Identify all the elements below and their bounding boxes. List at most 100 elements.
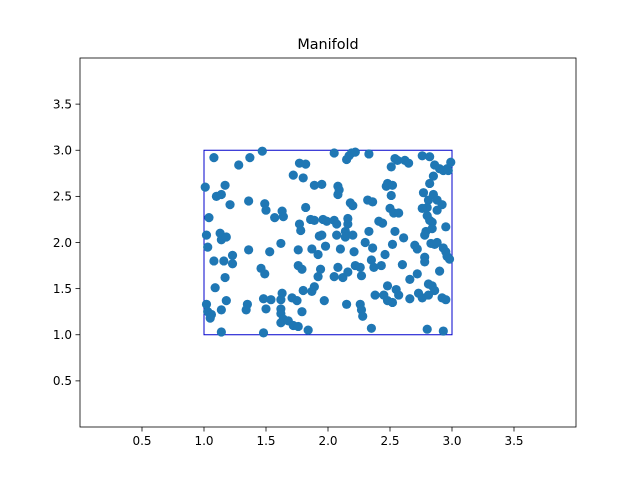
y-tick-label: 1.0 [53,328,72,342]
scatter-point [320,241,331,251]
scatter-point [203,242,213,252]
scatter-point [399,233,409,243]
manifold-boundary [203,149,453,336]
scatter-point [356,271,367,281]
scatter-point [334,185,344,195]
scatter-point [293,245,303,255]
scatter-point [234,160,244,170]
scatter-point [298,173,308,183]
scatter-point [210,283,220,293]
scatter-points [200,146,456,338]
scatter-point [366,255,376,265]
scatter-point [220,272,230,283]
scatter-point [420,230,430,240]
scatter-point [276,295,286,305]
scatter-point [329,272,339,282]
scatter-point [432,205,442,215]
manifold-region-layer [203,149,453,336]
scatter-point [297,264,307,274]
scatter-point [219,256,229,266]
scatter-point [241,305,251,315]
scatter-point [297,307,307,317]
scatter-point [432,237,442,248]
scatter-point [270,212,280,223]
scatter-point [376,260,386,271]
scatter-point [392,155,403,165]
scatter-point [216,305,226,315]
scatter-point [368,197,378,207]
scatter-point [303,325,313,335]
chart-title: Manifold [297,37,358,53]
scatter-point [443,165,453,176]
scatter-point [425,178,435,189]
scatter-point [313,249,323,260]
scatter-point [366,323,376,333]
scatter-point [200,182,210,192]
scatter-point [418,188,429,198]
scatter-point [227,259,238,269]
scatter-point [435,266,445,276]
scatter-point [404,158,414,168]
scatter-point [382,281,393,291]
scatter-point [423,290,434,300]
scatter-point [209,256,219,266]
scatter-point [258,328,269,338]
scatter-point [204,212,214,223]
scatter-point [225,200,235,210]
scatter-point [438,326,448,336]
scatter-point [335,244,345,254]
y-tick-label: 2.0 [53,236,72,250]
scatter-point [364,149,374,159]
scatter-point [332,230,342,240]
scatter-point [387,239,398,249]
scatter-point [386,162,396,172]
scatter-point [313,272,323,282]
scatter-point [265,247,275,257]
x-axis: 0.5 1.0 1.5 2.0 2.5 3.0 3.5 [132,427,524,448]
scatter-point [387,180,398,190]
scatter-point [412,244,422,254]
scatter-point [343,213,353,224]
scatter-point [288,170,298,180]
scatter-point [368,243,378,253]
scatter-point [220,180,230,190]
scatter-point [412,269,422,279]
scatter-point [221,296,231,306]
y-tick-label: 1.5 [53,282,72,296]
scatter-point [276,238,286,249]
scatter-point [405,294,415,304]
scatter-point [244,245,254,255]
scatter-point [292,296,302,306]
scatter-point [278,212,288,222]
scatter-point [276,318,286,328]
scatter-point [216,189,226,200]
scatter-point [227,250,238,261]
x-tick-label: 0.5 [132,434,151,448]
scatter-point [430,160,440,170]
scatter-point [301,202,311,213]
scatter-point [386,190,396,201]
scatter-point [358,311,368,321]
y-tick-label: 0.5 [53,374,72,388]
scatter-point [322,216,332,226]
y-tick-label: 2.5 [53,190,72,204]
y-axis: 0.5 1.0 1.5 2.0 2.5 3.0 3.5 [53,97,80,388]
scatter-point [380,249,390,260]
scatter-point [364,226,374,237]
scatter-point [348,201,358,211]
scatter-point [444,254,455,264]
y-tick-label: 3.5 [53,97,72,111]
x-tick-label: 1.5 [256,434,275,448]
scatter-point [340,232,350,242]
scatter-point [315,264,326,274]
scatter-point [333,262,343,273]
scatter-point [261,205,271,215]
scatter-point [317,230,327,240]
scatter-point [309,282,319,292]
scatter-point [296,225,306,236]
scatter-point [355,262,365,273]
scatter-point [307,244,317,254]
scatter-point [446,157,456,167]
scatter-point [420,257,430,267]
